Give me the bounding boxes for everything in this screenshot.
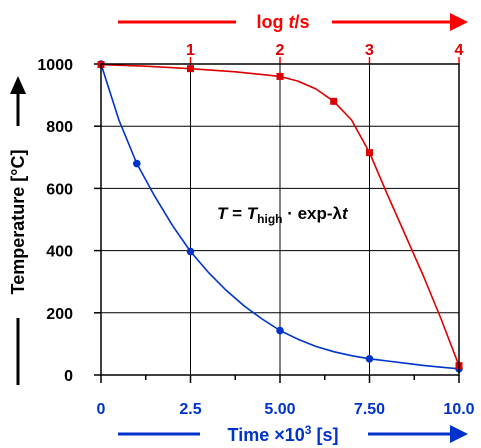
x-tick-label: 2.5: [179, 401, 201, 418]
y-tick-label: 0: [64, 368, 73, 385]
x-tick-label: 0: [97, 401, 106, 418]
y-tick-label: 1000: [37, 57, 73, 74]
grid: [101, 64, 459, 375]
y-tick-label: 600: [46, 181, 73, 198]
series-top-marker: [330, 97, 338, 105]
series-bottom-marker: [186, 247, 195, 256]
top-tick-label: 3: [365, 42, 374, 59]
series-bottom-marker: [276, 326, 284, 335]
tick-labels: 0 2.5 5.00 7.50 10.0 0 200 400 600 800 1000 1 2 3 4: [37, 42, 474, 418]
top-axis-title: log t/s: [256, 12, 309, 32]
series-top-marker: [276, 72, 284, 80]
x-tick-label: 5.00: [264, 401, 295, 418]
y-axis-title: Temperature [°C]: [8, 150, 28, 295]
series-bottom-marker: [133, 159, 141, 168]
y-tick-label: 800: [46, 119, 73, 136]
x-axis-arrowhead: [450, 425, 468, 443]
y-axis-title-group: Temperature [°C]: [8, 76, 28, 385]
series-top-marker: [187, 65, 194, 73]
plot-frame: [100, 63, 460, 376]
series: [97, 60, 463, 373]
x-tick-label: 10.0: [443, 401, 474, 418]
y-tick-label: 400: [46, 244, 73, 261]
y-axis-arrowhead: [10, 76, 26, 94]
y-tick-label: 200: [46, 306, 73, 323]
x-axis-title: Time ×103 [s]: [228, 423, 339, 445]
top-axis-arrowhead: [450, 13, 468, 31]
top-tick-label: 4: [455, 42, 464, 59]
equation-annotation: T = Thigh · exp-λt: [217, 204, 349, 226]
x-tick-label: 7.50: [354, 401, 385, 418]
series-top-marker: [366, 149, 373, 157]
series-bottom-marker: [365, 355, 374, 363]
top-tick-label: 2: [276, 42, 285, 59]
top-tick-label: 1: [186, 42, 195, 59]
